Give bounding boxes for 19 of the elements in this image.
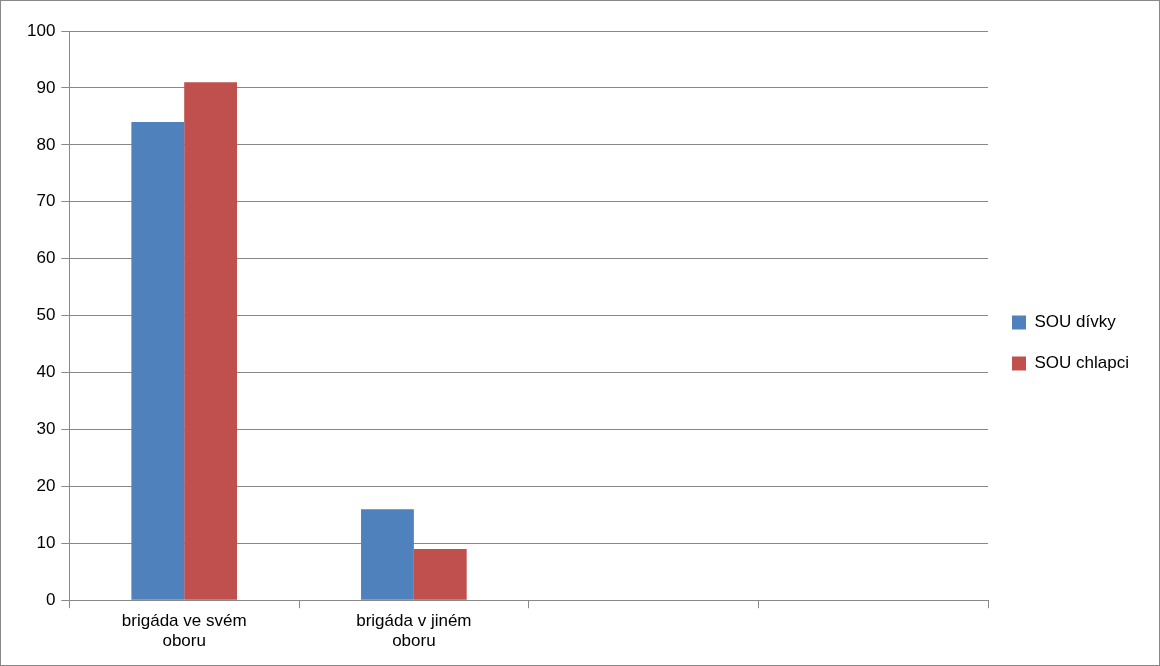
- y-tick-label: 80: [36, 134, 56, 154]
- y-tick-label: 50: [36, 305, 56, 325]
- y-tick-label: 0: [45, 589, 56, 609]
- bar: [413, 548, 467, 600]
- bar: [361, 509, 414, 600]
- bar: [131, 122, 185, 600]
- y-tick-label: 20: [36, 476, 56, 496]
- y-tick-label: 40: [36, 362, 56, 382]
- y-tick-label: 30: [36, 419, 56, 439]
- x-tick-label: brigáda v jiném oboru: [356, 611, 472, 651]
- y-tick-label: 70: [36, 191, 56, 211]
- legend-label: SOU dívky: [1034, 312, 1117, 332]
- legend-label: SOU chlapci: [1034, 353, 1129, 373]
- bar: [184, 82, 238, 600]
- x-tick-label: brigáda ve svém oboru: [121, 611, 247, 651]
- y-tick-label: 60: [36, 248, 56, 268]
- y-tick-label: 90: [36, 77, 56, 97]
- y-tick-label: 100: [26, 20, 56, 40]
- y-tick-label: 10: [36, 532, 56, 552]
